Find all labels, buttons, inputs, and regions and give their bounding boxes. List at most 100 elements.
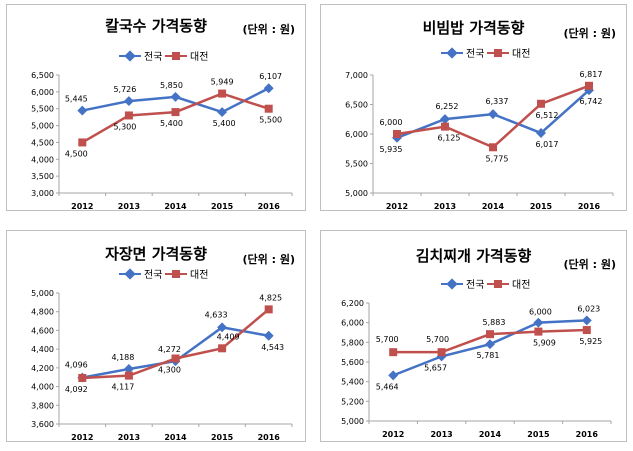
data-point-daejeon: [124, 111, 133, 120]
y-tick-label: 3,800: [31, 401, 54, 410]
data-point-daejeon: [534, 327, 543, 336]
x-tick-label: 2016: [258, 433, 281, 442]
data-label: 6,817: [580, 70, 603, 79]
data-label: 5,464: [376, 382, 399, 391]
y-tick-label: 5,000: [31, 122, 54, 131]
legend-label: 전국: [466, 279, 484, 291]
x-tick-label: 2012: [386, 202, 408, 211]
y-tick-label: 7,000: [345, 71, 368, 80]
x-tick-label: 2015: [211, 433, 234, 442]
chart-panel-kalguksu: 칼국수 가격동향 (단위 : 원) 3,000 3,500 4,000 4,500 5,…: [6, 4, 306, 211]
y-tick-label: 5,000: [31, 289, 54, 298]
data-point-national: [485, 339, 495, 350]
y-tick-label: 6,000: [345, 130, 368, 139]
data-label: 6,337: [486, 97, 509, 106]
y-tick-label: 4,600: [31, 326, 54, 335]
legend-label: 전국: [144, 269, 162, 281]
data-label: 5,935: [380, 145, 403, 154]
legend-label: 전국: [144, 51, 162, 63]
data-label: 5,781: [477, 351, 500, 360]
data-point-daejeon: [218, 89, 227, 98]
data-point-daejeon: [78, 138, 87, 147]
data-label: 5,909: [533, 339, 556, 348]
legend-label: 전국: [466, 48, 484, 60]
data-label: 5,925: [579, 337, 602, 346]
y-tick-label: 4,500: [31, 138, 54, 147]
chart-panel-bibimbap: 비빔밥 가격동향 (단위 : 원) 5,000 5,500 6,000 6,500 7,…: [320, 4, 627, 211]
data-point-national: [581, 315, 592, 326]
chart-unit: (단위 : 원): [563, 27, 616, 40]
x-tick-label: 2016: [258, 202, 281, 211]
data-point-national: [123, 96, 134, 107]
data-label: 6,017: [536, 140, 559, 149]
y-tick-label: 3,500: [31, 172, 54, 181]
x-tick-label: 2015: [527, 430, 550, 439]
y-tick-label: 4,800: [31, 308, 54, 317]
legend-label: 대전: [190, 51, 208, 63]
data-label: 5,445: [65, 95, 88, 104]
legend-label: 대전: [512, 279, 530, 291]
data-point-daejeon: [437, 348, 446, 357]
chart-svg: 5,000 5,500 6,000 6,500 7,000 2012 2013 2014 201…: [345, 47, 614, 211]
data-point-daejeon: [389, 348, 398, 357]
y-tick-label: 4,000: [31, 383, 54, 392]
chart-panel-jajangmyeon: 자장면 가격동향 (단위 : 원) 3,600 3,800 4,000 4,200 4,…: [6, 230, 306, 442]
chart-title: 김치찌개 가격동향: [415, 247, 532, 265]
data-point-national: [440, 114, 450, 125]
data-point-daejeon: [393, 130, 401, 138]
x-tick-label: 2013: [118, 433, 140, 442]
data-label: 5,400: [160, 119, 183, 128]
data-label: 5,500: [259, 116, 282, 125]
data-label: 4,825: [259, 293, 282, 302]
data-point-national: [123, 364, 134, 374]
data-label: 5,400: [213, 119, 236, 128]
data-label: 4,188: [111, 353, 134, 362]
x-tick-label: 2013: [118, 202, 140, 211]
data-label: 5,700: [376, 335, 399, 344]
data-point-national: [170, 91, 181, 102]
x-tick-label: 2012: [382, 430, 404, 439]
data-point-daejeon: [218, 344, 227, 353]
y-tick-label: 6,500: [345, 101, 368, 110]
data-point-daejeon: [171, 108, 180, 117]
data-label: 6,000: [529, 308, 552, 317]
data-point-daejeon: [264, 305, 273, 314]
data-label: 6,742: [580, 97, 603, 106]
chart-title: 비빔밥 가격동향: [422, 19, 525, 37]
chart-svg: 5,000 5,200 5,400 5,600 5,800 6,000 6,200 2012 2…: [341, 278, 612, 439]
data-label: 5,883: [483, 318, 506, 327]
data-point-daejeon: [78, 373, 87, 382]
legend-marker-national: [446, 47, 458, 59]
data-point-daejeon: [264, 104, 273, 113]
x-tick-label: 2014: [482, 202, 505, 211]
y-tick-label: 4,200: [31, 364, 54, 373]
data-label: 4,272: [158, 345, 181, 354]
x-tick-label: 2013: [434, 202, 456, 211]
x-tick-label: 2015: [211, 202, 234, 211]
data-label: 5,300: [113, 122, 136, 131]
data-point-daejeon: [486, 330, 494, 339]
data-label: 5,726: [113, 85, 136, 94]
legend-label: 대전: [512, 48, 530, 60]
y-tick-label: 5,200: [341, 397, 364, 406]
legend-marker-daejeon: [494, 280, 502, 288]
data-point-national: [77, 105, 88, 116]
y-tick-label: 6,000: [341, 319, 364, 328]
y-tick-label: 5,500: [31, 105, 54, 114]
chart-panel-kimchijjigae: 김치찌개 가격동향 (단위 : 원) 5,000 5,200 5,400 5,600 5…: [320, 230, 627, 442]
data-label: 5,657: [424, 363, 447, 372]
legend-marker-national: [446, 278, 458, 290]
chart-title: 자장면 가격동향: [105, 245, 207, 263]
data-point-national: [263, 330, 274, 341]
y-tick-label: 5,000: [341, 417, 364, 426]
legend-marker-daejeon: [494, 49, 502, 57]
data-point-national: [217, 107, 228, 118]
data-point-national: [388, 370, 399, 381]
x-tick-label: 2016: [576, 430, 599, 439]
y-tick-label: 5,000: [345, 189, 368, 198]
legend-marker-national: [124, 50, 136, 62]
y-tick-label: 5,400: [341, 378, 364, 387]
y-tick-label: 3,600: [31, 420, 54, 429]
y-tick-label: 6,200: [341, 299, 364, 308]
chart-svg: 3,000 3,500 4,000 4,500 5,000 5,500 6,000 6,500…: [31, 50, 293, 211]
